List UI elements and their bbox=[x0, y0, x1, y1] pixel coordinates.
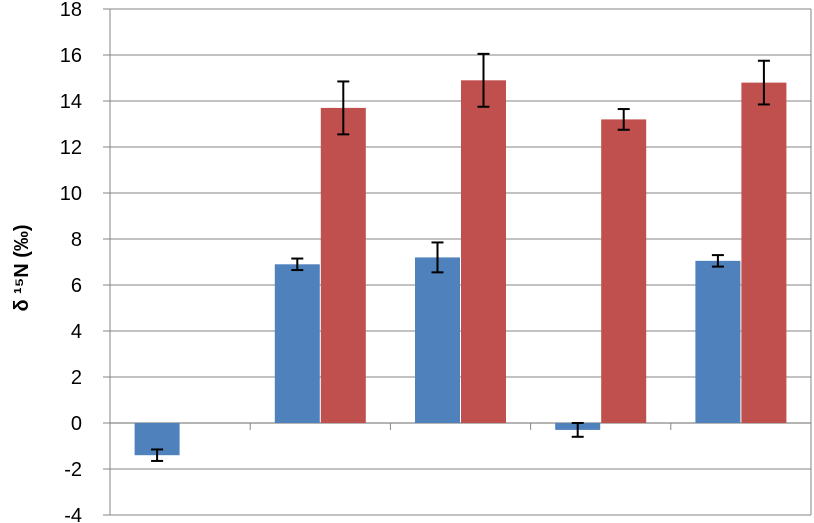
error-bars bbox=[151, 52, 770, 462]
y-tick-label: 2 bbox=[71, 367, 82, 389]
bar bbox=[741, 82, 787, 423]
y-tick-label: -2 bbox=[64, 459, 82, 481]
bar bbox=[274, 264, 320, 423]
y-tick-label: 8 bbox=[71, 229, 82, 251]
y-tick-labels: -4 -2 0 2 4 6 8 10 12 14 16 18 bbox=[60, 0, 82, 523]
bar bbox=[461, 80, 506, 424]
y-tick-label: 6 bbox=[71, 275, 82, 297]
y-tick-label: 16 bbox=[60, 45, 82, 67]
y-tick-label: 10 bbox=[60, 183, 82, 205]
axes bbox=[103, 8, 812, 516]
y-axis-title: δ ¹⁵N (‰) bbox=[11, 224, 33, 311]
bar bbox=[415, 257, 460, 423]
y-tick-label: 14 bbox=[60, 91, 82, 113]
y-tick-label: 12 bbox=[60, 137, 82, 159]
bar bbox=[601, 119, 647, 424]
bars bbox=[134, 80, 787, 456]
y-tick-label: 18 bbox=[60, 0, 82, 21]
bar bbox=[320, 107, 366, 424]
bar bbox=[695, 260, 741, 423]
y-tick-label: 0 bbox=[71, 413, 82, 435]
y-tick-label: 4 bbox=[71, 321, 82, 343]
y-tick-label: -4 bbox=[64, 505, 82, 523]
